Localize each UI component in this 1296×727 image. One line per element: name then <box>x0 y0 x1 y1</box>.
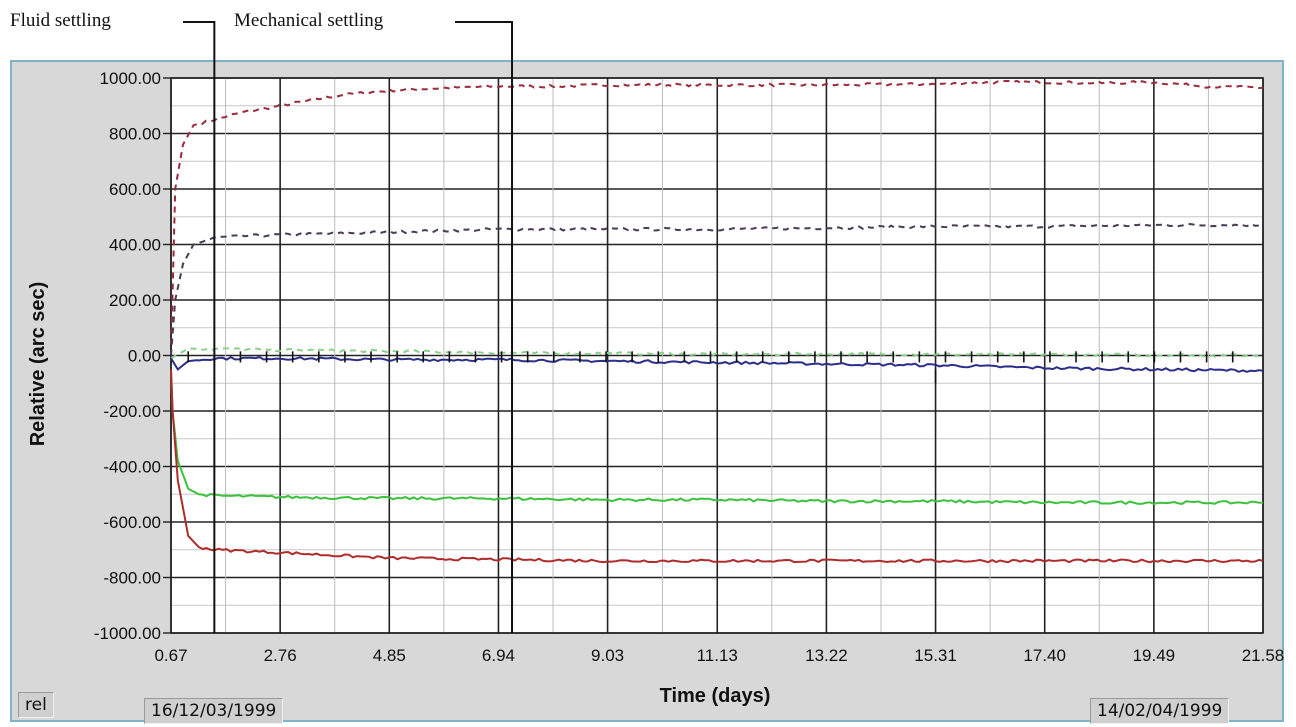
x-tick-label: 17.40 <box>1023 646 1066 665</box>
x-tick-label: 9.03 <box>591 646 624 665</box>
mechanical-settling-annotation: Mechanical settling <box>234 10 384 31</box>
grid <box>170 77 1264 634</box>
series-line-1 <box>170 79 1264 356</box>
x-tick-label: 21.58 <box>1242 646 1285 665</box>
y-tick-label: 0.00 <box>128 347 161 366</box>
fluid-leader-line <box>183 21 216 633</box>
mechanical-leader-line <box>455 21 514 633</box>
x-tick-label: 13.22 <box>805 646 848 665</box>
y-tick-label: -400.00 <box>103 458 161 477</box>
mode-label: rel <box>18 692 54 718</box>
x-tick-label: 4.85 <box>373 646 406 665</box>
y-tick-label: 1000.00 <box>100 69 161 88</box>
x-tick-label: 2.76 <box>264 646 297 665</box>
y-tick-label: 600.00 <box>109 180 161 199</box>
y-tick-label: 400.00 <box>109 236 161 255</box>
x-tick-label: 11.13 <box>697 646 738 665</box>
y-tick-label: -1000.00 <box>94 624 161 643</box>
series-line-2 <box>170 222 1264 356</box>
series-line-5 <box>170 369 1264 506</box>
x-tick-label: 0.67 <box>154 646 187 665</box>
y-tick-label: -600.00 <box>103 513 161 532</box>
x-tick-label: 19.49 <box>1133 646 1176 665</box>
series-layer <box>170 79 1264 564</box>
series-line-3 <box>170 347 1264 360</box>
series-line-6 <box>170 369 1264 564</box>
y-tick-label: 200.00 <box>109 291 161 310</box>
y-tick-label: 800.00 <box>109 125 161 144</box>
y-tick-label: -200.00 <box>103 402 161 421</box>
annotation-lines <box>183 21 514 633</box>
x-axis-label: Time (days) <box>660 685 771 707</box>
x-tick-label: 15.31 <box>914 646 957 665</box>
series-line-4 <box>170 355 1264 373</box>
y-tick-label: -800.00 <box>103 569 161 588</box>
fluid-settling-annotation: Fluid settling <box>10 10 111 31</box>
y-axis-label: Relative (arc sec) <box>27 282 49 447</box>
x-tick-label: 6.94 <box>482 646 515 665</box>
start-date: 16/12/03/1999 <box>144 698 284 724</box>
end-date: 14/02/04/1999 <box>1090 698 1230 724</box>
ticks-layer: 1000.00 800.00 600.00 400.00 200.00 0.00 -200.… <box>94 69 1284 665</box>
